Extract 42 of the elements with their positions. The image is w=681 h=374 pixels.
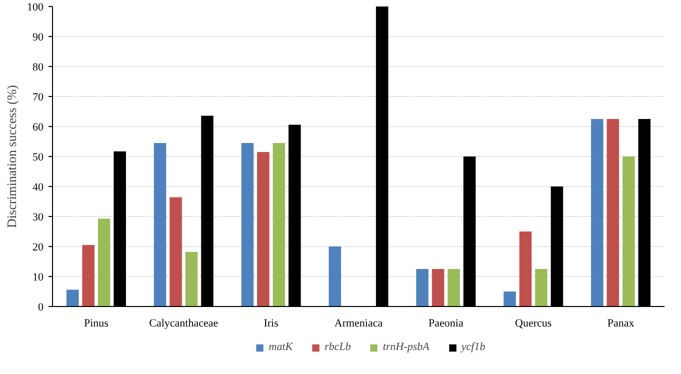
legend-label: trnH-psbA	[382, 341, 430, 353]
bar	[98, 218, 110, 306]
y-tick-label: 90	[32, 32, 44, 44]
bar	[535, 269, 548, 306]
bar	[154, 143, 166, 306]
bar	[185, 252, 198, 306]
y-tick-label: 20	[32, 242, 44, 254]
bar	[432, 269, 444, 306]
bar	[591, 119, 604, 306]
y-tick-label: 100	[27, 2, 44, 14]
x-tick-label: Panax	[607, 318, 635, 330]
y-tick-label: 60	[32, 122, 44, 134]
y-tick-label: 40	[32, 182, 44, 194]
legend-label: ycf1b	[461, 341, 486, 353]
bar	[257, 152, 270, 306]
bar	[272, 143, 286, 306]
bar	[66, 290, 79, 306]
x-tick-label: Armeniaca	[334, 318, 383, 330]
y-tick-label: 0	[38, 302, 44, 314]
legend-label: matK	[268, 341, 293, 353]
bar	[416, 269, 428, 306]
y-tick-label: 10	[32, 272, 44, 284]
x-tick-label: Pinus	[84, 318, 108, 330]
y-axis-title: Discrimination success (%)	[4, 85, 19, 228]
bar	[606, 119, 620, 306]
bar	[448, 269, 460, 306]
bar	[82, 245, 94, 306]
bar	[328, 246, 342, 306]
x-tick-label: Paeonia	[428, 318, 464, 330]
bar	[170, 197, 182, 306]
x-tick-label: Calycanthaceae	[149, 318, 218, 330]
x-tick-label: Quercus	[515, 318, 552, 330]
x-tick-label: Iris	[264, 318, 278, 330]
y-tick-label: 50	[32, 152, 44, 164]
bar	[519, 232, 532, 306]
legend-label: rbcLb	[324, 341, 351, 353]
bar	[241, 143, 254, 306]
y-tick-label: 80	[32, 62, 44, 74]
y-tick-label: 30	[32, 212, 44, 224]
y-tick-label: 70	[32, 92, 44, 104]
bar	[622, 156, 635, 306]
bar	[504, 292, 516, 306]
